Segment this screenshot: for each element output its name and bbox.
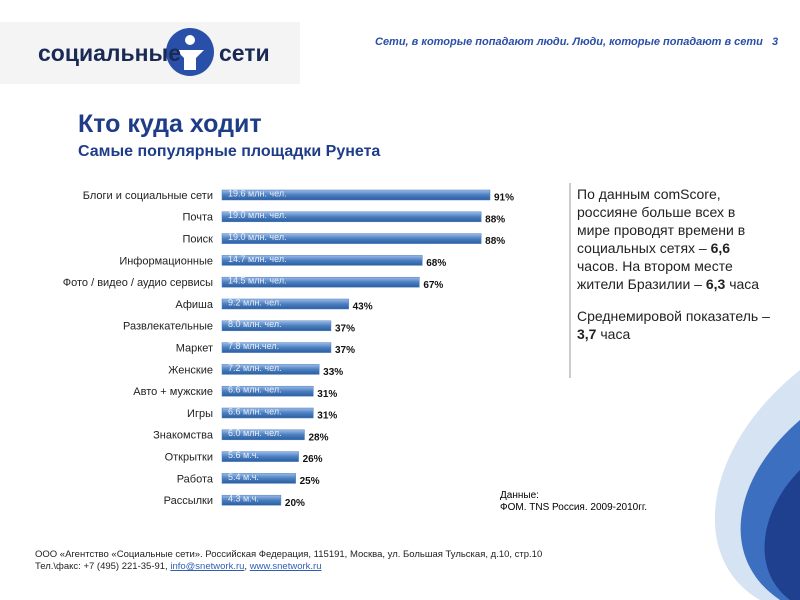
sidebar-text: Среднемировой показатель – bbox=[577, 308, 770, 324]
category-label: Маркет bbox=[176, 343, 213, 355]
bar bbox=[221, 255, 423, 266]
bar bbox=[221, 342, 332, 353]
separator: , bbox=[244, 561, 250, 572]
bar bbox=[221, 233, 482, 244]
bar-inner-label: 14.5 млн. чел. bbox=[228, 276, 287, 286]
category-label: Развлекательные bbox=[123, 321, 213, 333]
category-label: Фото / видео / аудио сервисы bbox=[63, 277, 213, 289]
title: Кто куда ходит bbox=[78, 110, 262, 138]
category-label: Знакомства bbox=[153, 430, 214, 442]
logo-text: сети bbox=[219, 40, 270, 66]
bar-inner-label: 7.8 млн.чел. bbox=[228, 341, 279, 351]
bar-inner-label: 19.0 млн. чел. bbox=[228, 210, 287, 220]
value-label: 31% bbox=[317, 389, 337, 400]
sidebar-text: 6,6 bbox=[710, 240, 731, 256]
bar-inner-label: 5.6 м.ч. bbox=[228, 450, 259, 460]
value-label: 68% bbox=[426, 258, 446, 269]
bar bbox=[221, 298, 349, 310]
bar-inner-label: 9.2 млн. чел. bbox=[228, 297, 282, 307]
address: ООО «Агентство «Социальные сети». Россий… bbox=[35, 549, 543, 560]
sidebar-text: часа bbox=[596, 326, 631, 342]
value-label: 26% bbox=[303, 454, 323, 465]
sidebar-paragraph: По данным comScore, россияне больше всех… bbox=[577, 185, 772, 293]
bar bbox=[221, 276, 420, 288]
value-label: 67% bbox=[423, 280, 443, 291]
category-label: Игры bbox=[187, 408, 213, 420]
logo-band bbox=[0, 22, 300, 84]
sidebar-text: 6,3 bbox=[705, 276, 726, 292]
sidebar-paragraph: Среднемировой показатель – 3,7 часа bbox=[577, 307, 772, 343]
category-label: Женские bbox=[168, 364, 213, 376]
sidebar-text: По данным comScore, россияне больше всех… bbox=[577, 186, 746, 256]
bar-inner-label: 7.2 млн. чел. bbox=[228, 363, 282, 373]
category-label: Блоги и социальные сети bbox=[83, 190, 213, 202]
value-label: 28% bbox=[308, 432, 328, 443]
value-label: 91% bbox=[494, 193, 514, 204]
value-label: 37% bbox=[335, 345, 355, 356]
contacts: Тел.\факс: +7 (495) 221-35-91, info@snet… bbox=[35, 561, 542, 573]
bar bbox=[221, 320, 332, 332]
bar bbox=[221, 211, 482, 223]
bar-inner-label: 5.4 м.ч. bbox=[228, 472, 259, 482]
logo-text: социальные bbox=[38, 40, 181, 66]
sidebar-text: часа bbox=[725, 276, 760, 292]
category-label: Поиск bbox=[183, 234, 214, 246]
bar-inner-label: 4.3 м.ч. bbox=[228, 494, 259, 504]
category-label: Рассылки bbox=[164, 495, 213, 507]
value-label: 31% bbox=[317, 411, 337, 422]
subtitle: Самые популярные площадки Рунета bbox=[78, 143, 381, 160]
value-label: 20% bbox=[285, 498, 305, 509]
value-label: 25% bbox=[300, 476, 320, 487]
swoosh bbox=[764, 470, 800, 600]
bar-inner-label: 6.6 млн. чел. bbox=[228, 385, 282, 395]
footer: ООО «Агентство «Социальные сети». Россий… bbox=[35, 549, 542, 573]
source: Данные: ФОМ. TNS Россия. 2009-2010гг. bbox=[500, 490, 647, 514]
logo-icon-head bbox=[185, 35, 195, 45]
category-label: Почта bbox=[182, 212, 213, 224]
value-label: 33% bbox=[323, 367, 343, 378]
page-number: 3 bbox=[772, 36, 779, 48]
source-label: Данные: bbox=[500, 490, 539, 501]
bar-inner-label: 19.6 млн. чел. bbox=[228, 188, 287, 198]
email-link[interactable]: info@snetwork.ru bbox=[170, 561, 245, 572]
tagline: Сети, в которые попадают люди. Люди, кот… bbox=[375, 36, 778, 48]
bar bbox=[221, 429, 305, 441]
value-label: 88% bbox=[485, 214, 505, 225]
category-label: Открытки bbox=[165, 452, 213, 464]
value-label: 37% bbox=[335, 323, 355, 334]
category-label: Афиша bbox=[175, 299, 213, 311]
chart: Блоги и социальные сети 19.6 млн. чел. 91%… bbox=[63, 188, 514, 509]
bar bbox=[221, 494, 282, 506]
sidebar-text: часов. На втором месте жители Бразилии – bbox=[577, 258, 733, 292]
sidebar-text: 3,7 bbox=[577, 326, 597, 342]
phone: Тел.\факс: +7 (495) 221-35-91, bbox=[35, 561, 171, 572]
bar bbox=[221, 407, 314, 419]
site-link[interactable]: www.snetwork.ru bbox=[249, 561, 322, 572]
bar bbox=[221, 473, 296, 484]
bar-inner-label: 14.7 млн. чел. bbox=[228, 254, 287, 264]
logo-icon-body bbox=[176, 50, 204, 70]
bar bbox=[221, 364, 320, 375]
bar-inner-label: 6.6 млн. чел. bbox=[228, 406, 282, 416]
bar-inner-label: 8.0 млн. чел. bbox=[228, 319, 282, 329]
category-label: Информационные bbox=[119, 255, 213, 267]
sidebar: По данным comScore, россияне больше всех… bbox=[577, 185, 772, 343]
bar-inner-label: 19.0 млн. чел. bbox=[228, 232, 287, 242]
value-label: 43% bbox=[353, 302, 373, 313]
source-text: ФОМ. TNS Россия. 2009-2010гг. bbox=[500, 502, 648, 513]
category-label: Авто + мужские bbox=[133, 386, 213, 398]
category-label: Работа bbox=[177, 473, 214, 485]
tagline-text: Сети, в которые попадают люди. Люди, кот… bbox=[375, 36, 763, 48]
value-label: 88% bbox=[485, 236, 505, 247]
bar bbox=[221, 451, 299, 462]
bar bbox=[221, 385, 314, 397]
bar-inner-label: 6.0 млн. чел. bbox=[228, 428, 282, 438]
bar bbox=[221, 189, 491, 201]
